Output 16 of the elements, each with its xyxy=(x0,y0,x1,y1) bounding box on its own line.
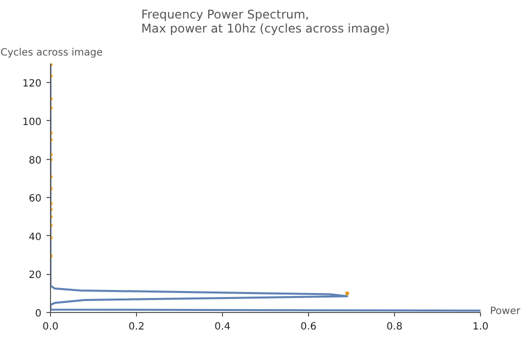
y-tick-label: 20 xyxy=(28,270,42,282)
y-tick-label: 40 xyxy=(28,232,42,243)
x-tick-label: 1.0 xyxy=(472,322,488,332)
y-tick-label: 0 xyxy=(35,308,42,320)
chart-title: Frequency Power Spectrum, Max power at 10hz (cycles across image) xyxy=(141,8,390,36)
y-tick-label: 120 xyxy=(22,78,42,90)
x-tick-label: 0.8 xyxy=(386,322,402,332)
y-tick-label: 60 xyxy=(28,194,42,205)
y-tick-label: 80 xyxy=(28,155,42,166)
x-tick-label: 0.6 xyxy=(300,322,316,332)
x-tick-label: 0.2 xyxy=(128,322,144,332)
y-axis-title: Cycles across image xyxy=(0,48,103,58)
x-axis-title: Power xyxy=(490,305,520,319)
x-tick-label: 0.0 xyxy=(42,322,58,332)
y-tick-label: 100 xyxy=(22,116,42,128)
x-tick-label: 0.4 xyxy=(214,322,230,332)
